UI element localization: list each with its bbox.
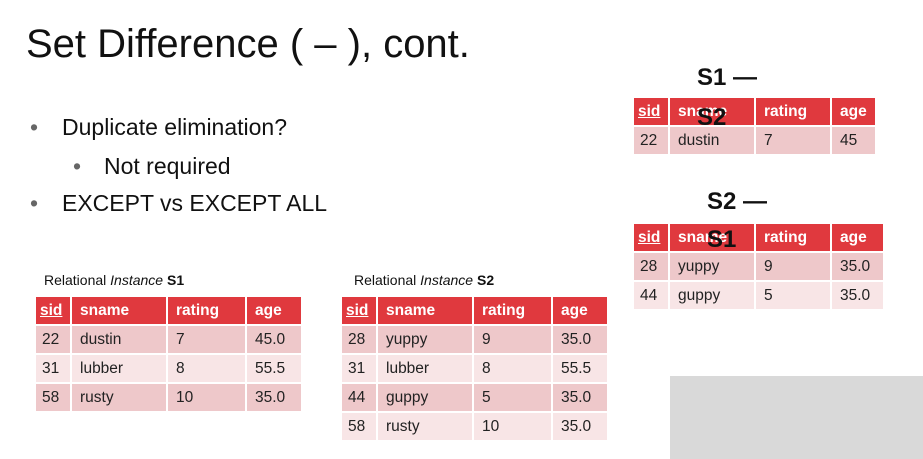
col-header: sid	[634, 224, 668, 251]
cell: 35.0	[553, 384, 607, 411]
cell: 8	[474, 355, 551, 382]
caption-bold: S1	[166, 272, 185, 288]
col-header: sid	[36, 297, 70, 324]
cell: 58	[36, 384, 70, 411]
placeholder-box	[670, 376, 923, 459]
bullet-text: EXCEPT vs EXCEPT ALL	[62, 190, 328, 216]
col-header: sname	[378, 297, 472, 324]
bullet-text: Duplicate elimination?	[62, 114, 288, 140]
cell: 7	[756, 127, 830, 154]
caption-italic: Instance	[110, 272, 164, 288]
table-row: 22 dustin 7 45	[634, 127, 875, 154]
cell: 5	[474, 384, 551, 411]
cell: 22	[36, 326, 70, 353]
cell: 28	[634, 253, 668, 280]
cell: 35.0	[553, 413, 607, 440]
col-header: rating	[474, 297, 551, 324]
cell: rusty	[378, 413, 472, 440]
cell: 7	[168, 326, 245, 353]
col-header: sname	[670, 224, 754, 251]
cell: guppy	[378, 384, 472, 411]
col-header: rating	[756, 98, 830, 125]
table-row: 44 guppy 5 35.0	[634, 282, 883, 309]
cell: 22	[634, 127, 668, 154]
caption-prefix: Relational	[354, 272, 421, 288]
table-s1: sid sname rating age 22 dustin 7 45.0 31…	[34, 295, 303, 413]
cell: 10	[168, 384, 245, 411]
col-header: age	[247, 297, 301, 324]
cell: 31	[36, 355, 70, 382]
cell: 45.0	[247, 326, 301, 353]
cell: 45	[832, 127, 875, 154]
table-row: 58 rusty 10 35.0	[36, 384, 301, 411]
set-label-s2-minus-s1-top: S2 —	[707, 188, 768, 215]
cell: 35.0	[247, 384, 301, 411]
cell: lubber	[72, 355, 166, 382]
cell: 55.5	[247, 355, 301, 382]
cell: 58	[342, 413, 376, 440]
table-header-row: sid sname rating age	[634, 98, 875, 125]
caption-s2: Relational Instance S2	[354, 272, 494, 288]
table-row: 22 dustin 7 45.0	[36, 326, 301, 353]
caption-bold: S2	[476, 272, 495, 288]
col-header: sid	[342, 297, 376, 324]
table-header-row: sid sname rating age	[36, 297, 301, 324]
bullet-dot: •	[30, 114, 39, 140]
col-header: sname	[72, 297, 166, 324]
col-header: sname	[670, 98, 754, 125]
col-header: rating	[756, 224, 830, 251]
cell: 55.5	[553, 355, 607, 382]
bullet-dot: •	[30, 190, 39, 216]
cell: guppy	[670, 282, 754, 309]
cell: 35.0	[832, 253, 883, 280]
bullet-text: Not required	[104, 153, 231, 179]
cell: 35.0	[832, 282, 883, 309]
set-label-s1-minus-s2-top: S1 —	[697, 64, 758, 91]
table-s1-minus-s2: sid sname rating age 22 dustin 7 45	[632, 96, 877, 156]
set-label-s2-minus-s1-bottom: S1	[707, 226, 737, 253]
cell: yuppy	[670, 253, 754, 280]
caption-italic: Instance	[420, 272, 474, 288]
bullet-dot: •	[73, 153, 82, 179]
cell: rusty	[72, 384, 166, 411]
col-header: age	[832, 224, 883, 251]
table-s2: sid sname rating age 28 yuppy 9 35.0 31 …	[340, 295, 609, 442]
cell: yuppy	[378, 326, 472, 353]
table-row: 28 yuppy 9 35.0	[342, 326, 607, 353]
table-header-row: sid sname rating age	[634, 224, 883, 251]
cell: 9	[474, 326, 551, 353]
cell: 8	[168, 355, 245, 382]
col-header: age	[832, 98, 875, 125]
table-row: 31 lubber 8 55.5	[36, 355, 301, 382]
cell: 31	[342, 355, 376, 382]
cell: 10	[474, 413, 551, 440]
cell: 28	[342, 326, 376, 353]
col-header: sid	[634, 98, 668, 125]
cell: 44	[342, 384, 376, 411]
cell: 5	[756, 282, 830, 309]
table-row: 58 rusty 10 35.0	[342, 413, 607, 440]
table-row: 44 guppy 5 35.0	[342, 384, 607, 411]
cell: dustin	[670, 127, 754, 154]
cell: 35.0	[553, 326, 607, 353]
set-label-s1-minus-s2-bottom: S2	[697, 104, 727, 131]
table-row: 28 yuppy 9 35.0	[634, 253, 883, 280]
col-header: age	[553, 297, 607, 324]
caption-prefix: Relational	[44, 272, 111, 288]
table-header-row: sid sname rating age	[342, 297, 607, 324]
cell: lubber	[378, 355, 472, 382]
cell: dustin	[72, 326, 166, 353]
table-row: 31 lubber 8 55.5	[342, 355, 607, 382]
caption-s1: Relational Instance S1	[44, 272, 184, 288]
col-header: rating	[168, 297, 245, 324]
slide-title: Set Difference ( – ), cont.	[26, 22, 470, 66]
cell: 9	[756, 253, 830, 280]
table-s2-minus-s1: sid sname rating age 28 yuppy 9 35.0 44 …	[632, 222, 885, 311]
cell: 44	[634, 282, 668, 309]
